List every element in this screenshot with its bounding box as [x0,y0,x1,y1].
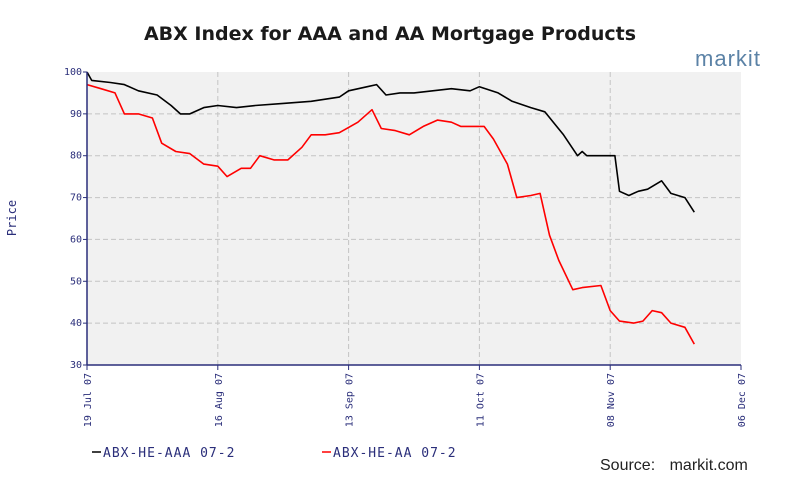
x-tick-labels: 19 Jul 07 16 Aug 07 13 Sep 07 11 Oct 07 08 N… [83,373,748,427]
y-tick-label: 60 [70,234,82,245]
axis-layer [86,72,741,366]
y-tick-labels: 30 40 50 60 70 80 90 100 [64,67,82,371]
series-line-aaa [86,71,695,213]
source-note: Source: markit.com [600,457,748,474]
source-value: markit.com [670,457,748,474]
x-tick-label: 11 Oct 07 [475,373,486,427]
y-tick-label: 50 [70,276,82,287]
y-axis-label: Price [5,200,19,236]
series-layer [86,71,695,345]
legend: ABX-HE-AAA 07-2 ABX-HE-AA 07-2 [92,446,457,461]
legend-entry-label: ABX-HE-AAA 07-2 [103,446,235,461]
legend-entry-label: ABX-HE-AA 07-2 [333,446,457,461]
markit-logo: markit [695,46,761,71]
series-line-aa [86,83,695,345]
x-tick-label: 19 Jul 07 [83,373,94,427]
x-tick-label: 16 Aug 07 [214,373,225,427]
y-tick-label: 40 [70,318,82,329]
y-tick-label: 70 [70,193,82,204]
y-tick-label: 30 [70,360,82,371]
y-tick-label: 100 [64,67,82,78]
plot-area [87,72,741,365]
x-tick-label: 08 Nov 07 [606,373,617,427]
x-tick-label: 06 Dec 07 [737,373,748,427]
chart-title: ABX Index for AAA and AA Mortgage Produc… [144,23,636,45]
y-tick-label: 80 [70,151,82,162]
x-tick-label: 13 Sep 07 [345,373,356,427]
source-label: Source: [600,457,655,474]
y-tick-label: 90 [70,109,82,120]
